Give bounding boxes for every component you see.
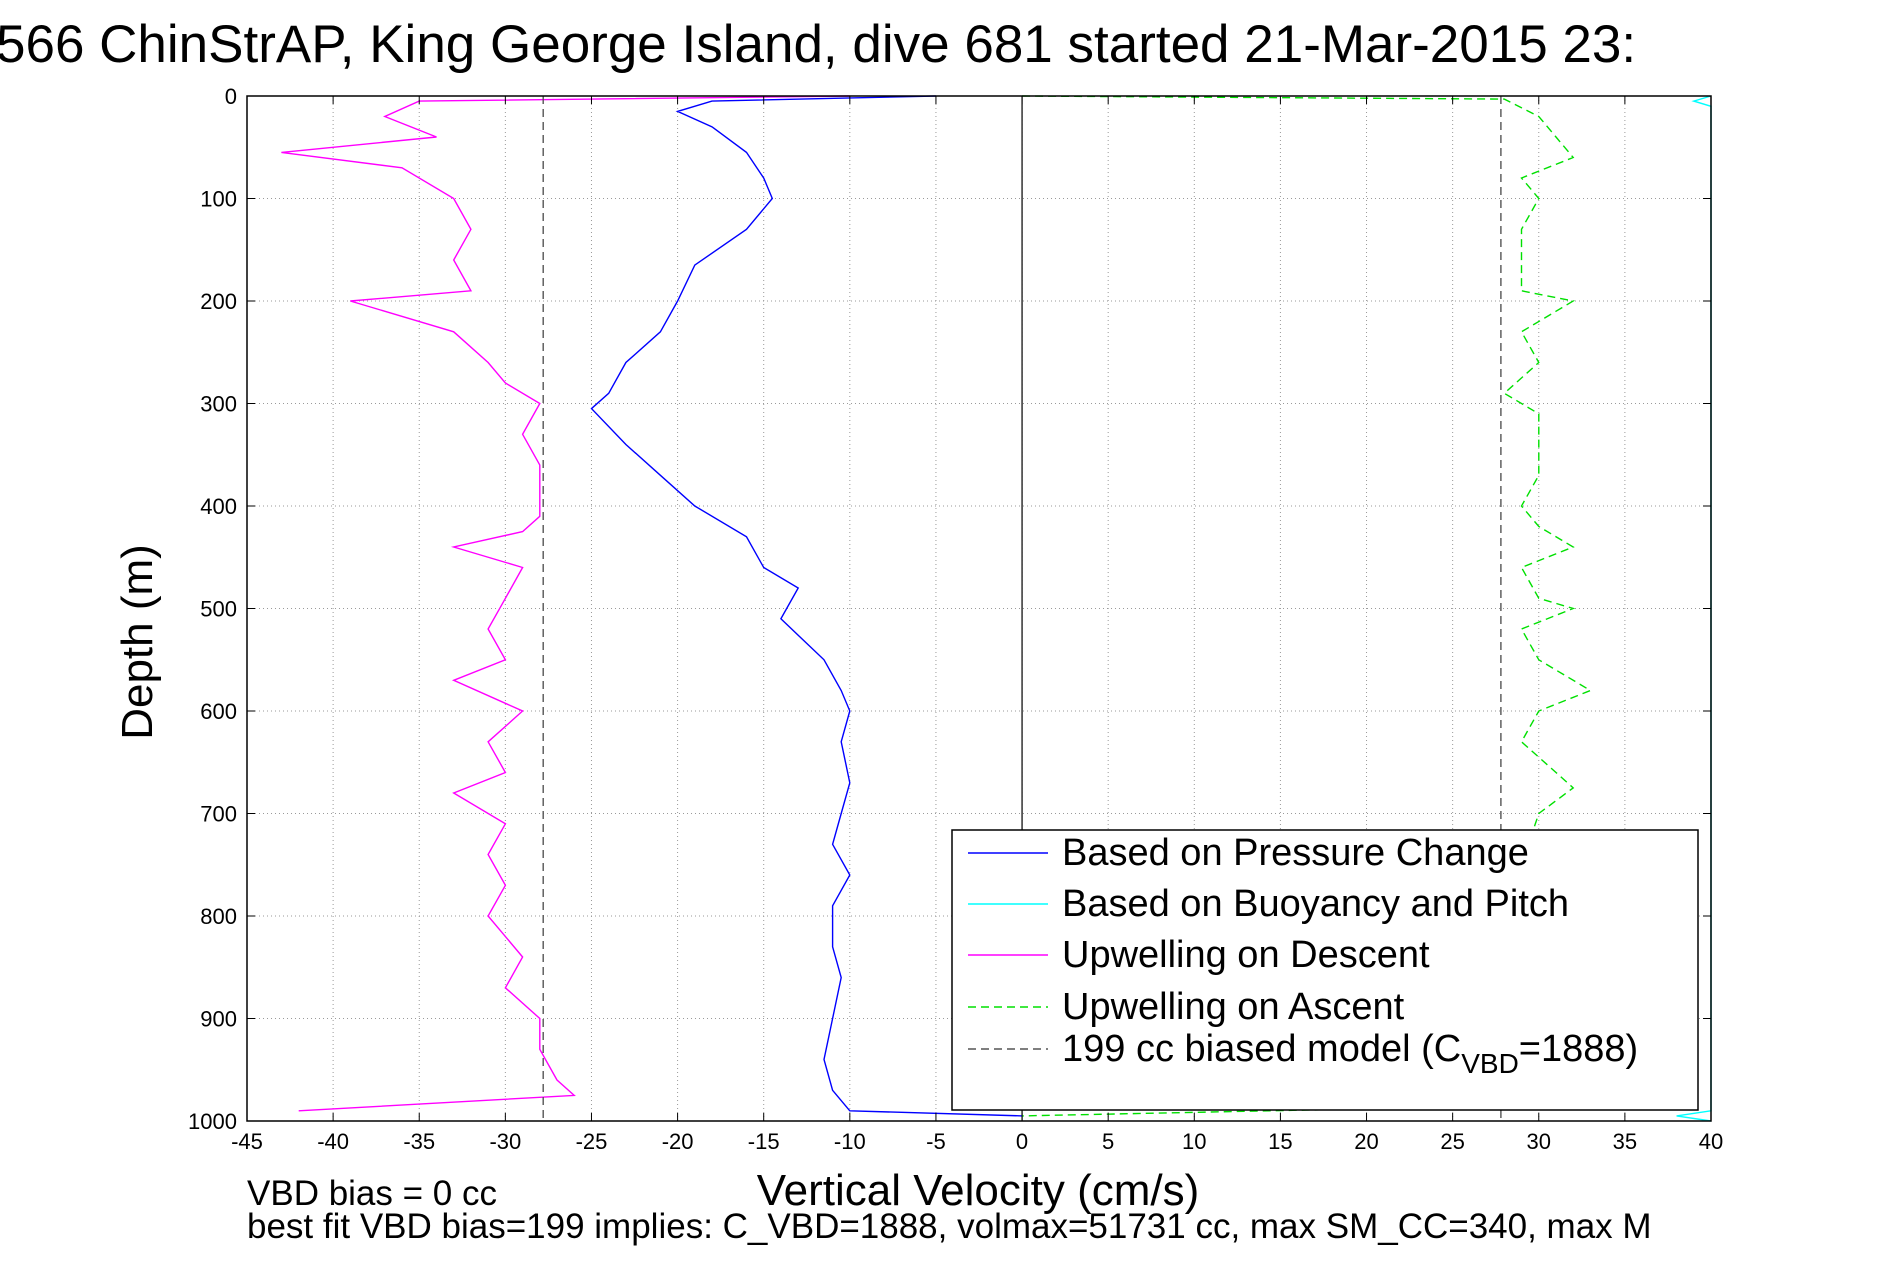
y-tick-label: 700 <box>200 802 237 827</box>
legend-label-0: Based on Pressure Change <box>1062 832 1529 874</box>
x-tick-label: 5 <box>1102 1129 1114 1154</box>
y-tick-label: 1000 <box>188 1109 237 1134</box>
x-tick-label: -20 <box>662 1129 694 1154</box>
x-tick-label: -30 <box>489 1129 521 1154</box>
x-tick-label: -10 <box>834 1129 866 1154</box>
x-tick-label: -40 <box>317 1129 349 1154</box>
x-tick-label: -25 <box>576 1129 608 1154</box>
ticks: -45 -40 -35 -30 -25 -20 -15 -10 -5 0 5 10 15 20 25 30 35… <box>188 84 1723 1154</box>
y-tick-label: 400 <box>200 494 237 519</box>
x-tick-label: 30 <box>1527 1129 1551 1154</box>
y-axis-label: Depth (m) <box>113 544 162 740</box>
y-tick-label: 100 <box>200 187 237 212</box>
y-tick-label: 800 <box>200 904 237 929</box>
series-line-0 <box>590 95 1023 1117</box>
y-tick-label: 600 <box>200 699 237 724</box>
legend-label-3: Upwelling on Ascent <box>1062 986 1405 1028</box>
x-tick-label: 10 <box>1182 1129 1206 1154</box>
legend-box <box>951 829 1699 1111</box>
vbd-bias-note: VBD bias = 0 cc <box>247 1174 497 1213</box>
x-tick-label: 15 <box>1268 1129 1292 1154</box>
chart-title: 566 ChinStrAP, King George Island, dive … <box>0 15 1636 74</box>
legend-label-2: Upwelling on Descent <box>1062 934 1430 976</box>
best-fit-note: best fit VBD bias=199 implies: C_VBD=188… <box>247 1207 1652 1246</box>
x-tick-label: -35 <box>403 1129 435 1154</box>
y-tick-label: 500 <box>200 597 237 622</box>
legend: Based on Pressure Change Based on Buoyanc… <box>951 829 1699 1111</box>
y-tick-label: 300 <box>200 392 237 417</box>
series-line-2 <box>281 95 850 1112</box>
x-tick-label: 20 <box>1354 1129 1378 1154</box>
x-tick-label: -45 <box>231 1129 263 1154</box>
y-tick-label: 0 <box>225 84 237 109</box>
x-tick-label: -15 <box>748 1129 780 1154</box>
x-tick-label: 40 <box>1699 1129 1723 1154</box>
x-tick-label: -5 <box>926 1129 946 1154</box>
y-tick-label: 900 <box>200 1007 237 1032</box>
x-tick-label: 25 <box>1440 1129 1464 1154</box>
y-tick-label: 200 <box>200 289 237 314</box>
legend-label-4: 199 cc biased model (CVBD=1888) <box>1062 1028 1638 1079</box>
x-tick-label: 35 <box>1613 1129 1637 1154</box>
x-tick-label: 0 <box>1016 1129 1028 1154</box>
legend-label-1: Based on Buoyancy and Pitch <box>1062 883 1569 925</box>
x-axis-label: Vertical Velocity (cm/s) <box>757 1166 1200 1215</box>
